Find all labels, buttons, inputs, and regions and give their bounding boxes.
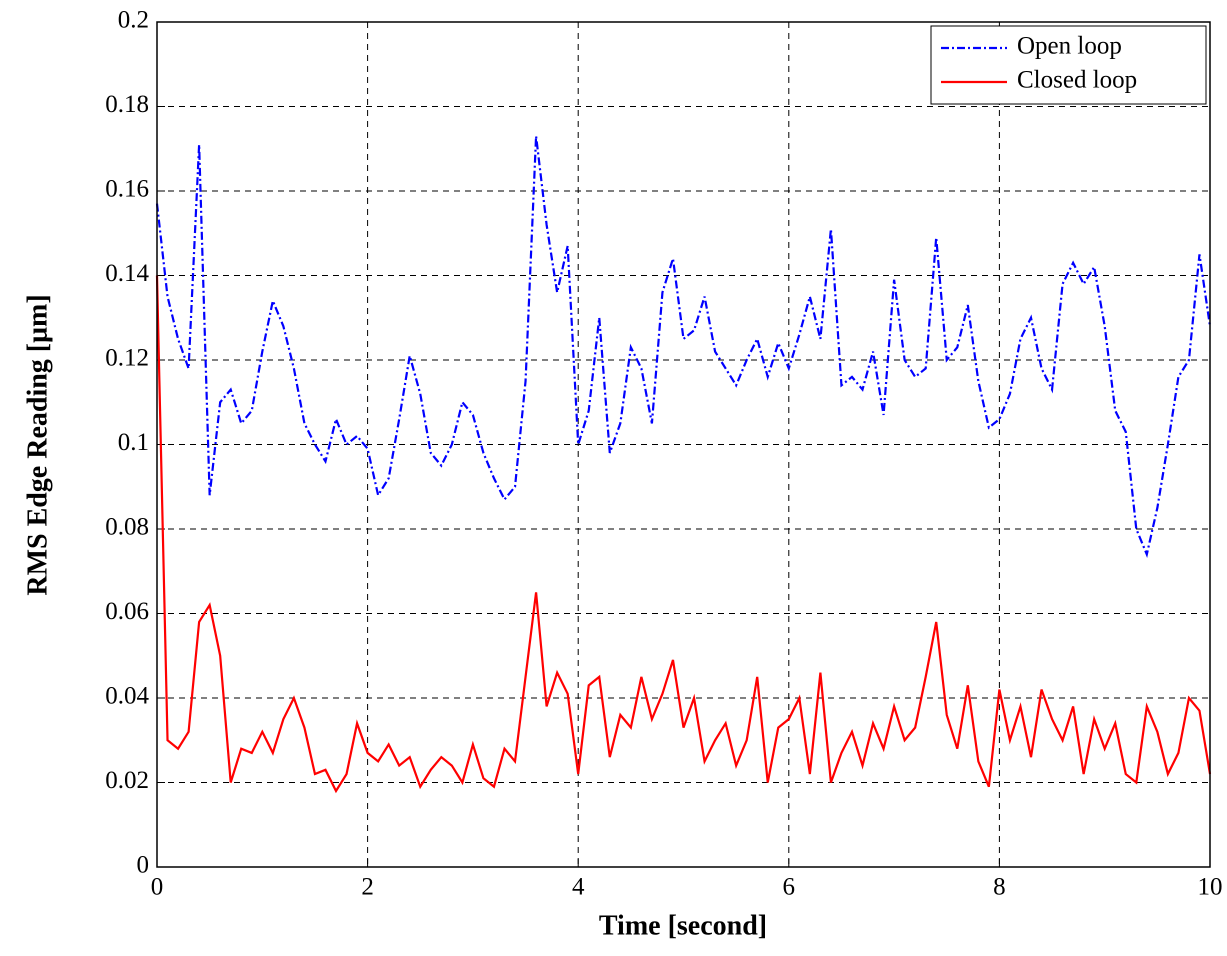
x-tick-label: 4 [572,874,585,901]
y-axis-title: RMS Edge Reading [μm] [22,294,53,595]
legend-label: Closed loop [1017,67,1137,94]
y-tick-label: 0.06 [105,598,149,625]
y-tick-label: 0.2 [118,7,149,34]
y-tick-label: 0.16 [105,176,149,203]
y-tick-label: 0.02 [105,767,149,794]
y-tick-label: 0.14 [105,260,149,287]
x-tick-label: 6 [783,874,796,901]
plot-frame [156,21,1211,868]
x-tick-label: 8 [993,874,1006,901]
x-tick-label: 2 [361,874,374,901]
y-tick-label: 0.12 [105,345,149,372]
x-tick-label: 0 [151,874,164,901]
data-line [155,275,1212,794]
x-axis-title: Time [second] [599,910,767,941]
y-tick-label: 0.04 [105,683,149,710]
legend-label: Open loop [1017,33,1122,60]
y-tick-label: 0.1 [118,429,149,456]
x-tick-label: 10 [1198,874,1223,901]
y-tick-label: 0.18 [105,91,149,118]
data-line [155,135,1212,558]
y-tick-label: 0.08 [105,514,149,541]
legend-box [930,25,1207,105]
y-tick-label: 0 [137,852,150,879]
